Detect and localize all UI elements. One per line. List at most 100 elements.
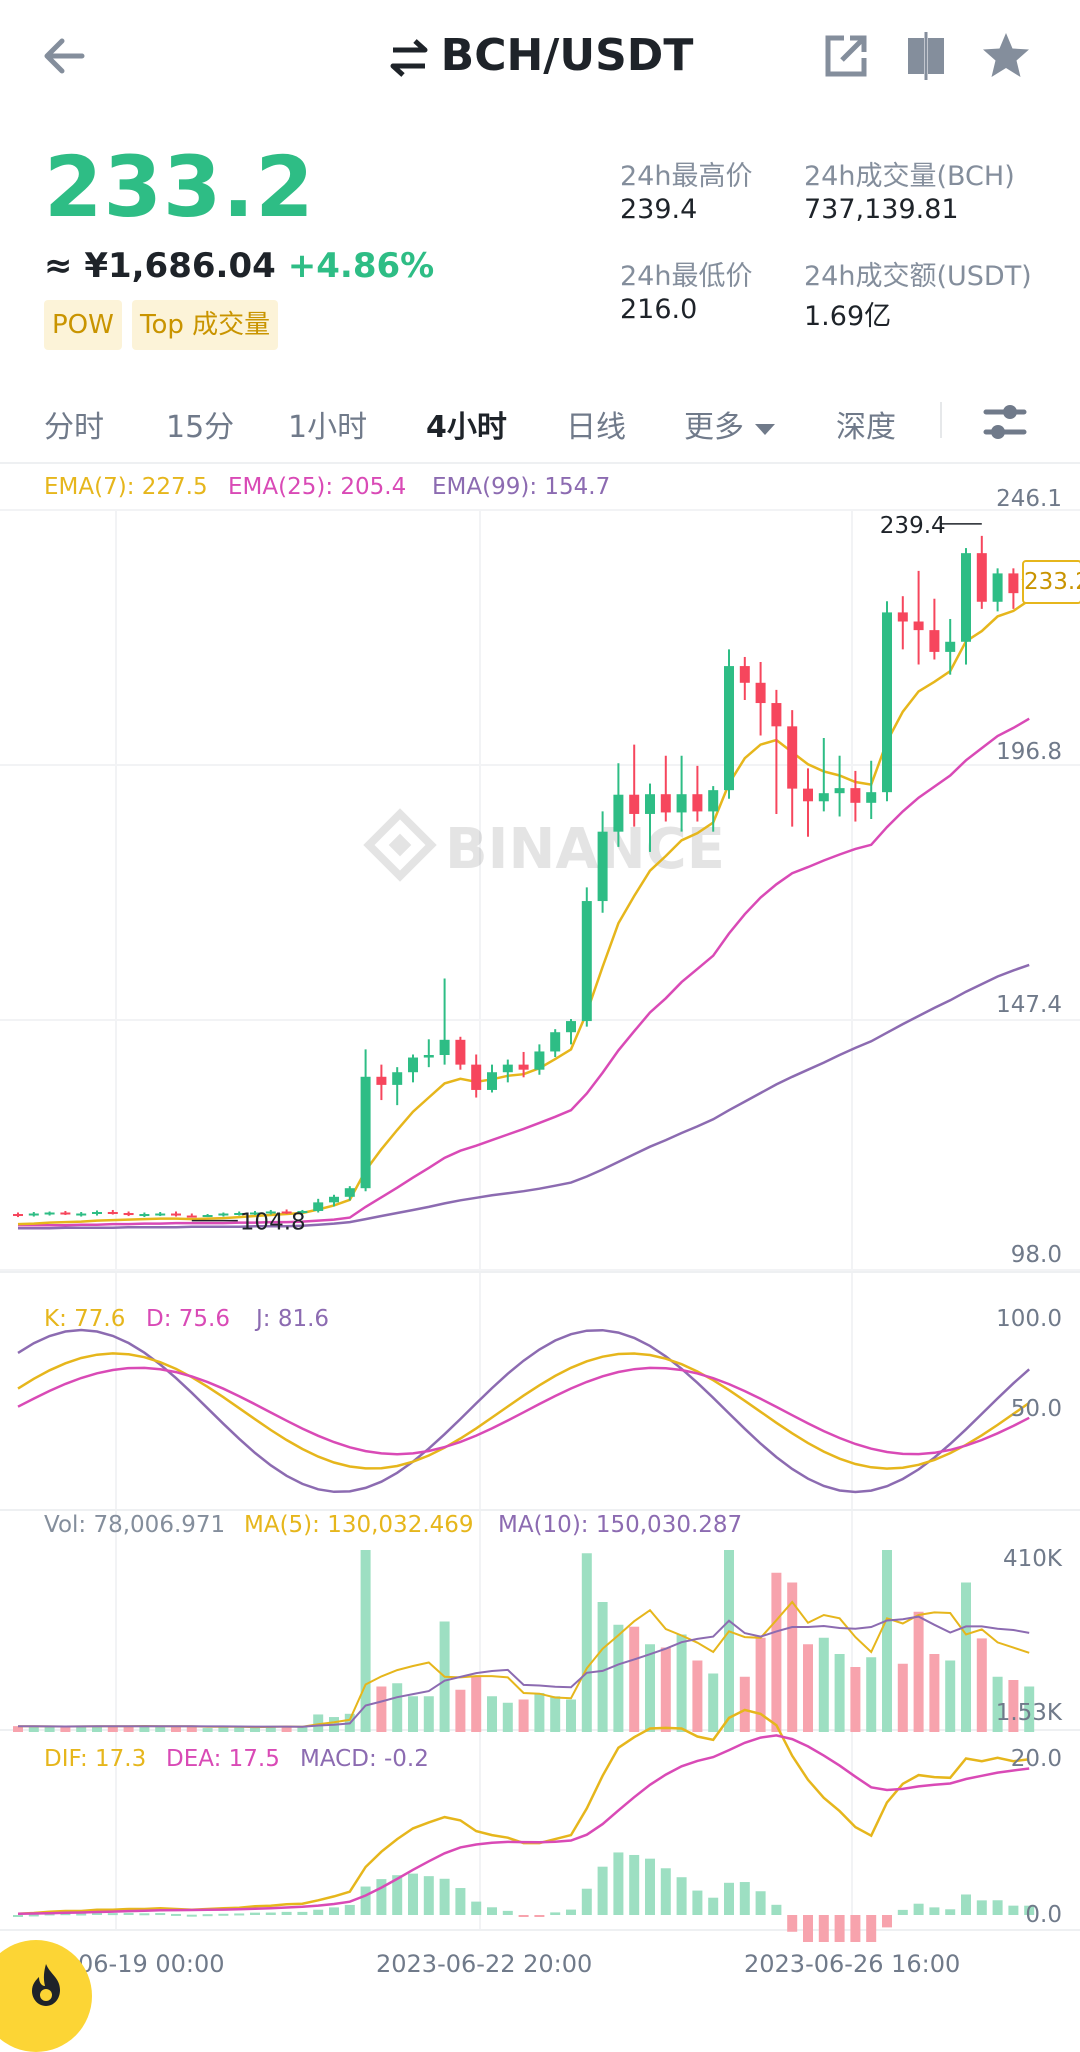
macd-bar-5: [92, 1912, 102, 1915]
candle-body: [818, 793, 829, 802]
candle-body: [60, 1212, 71, 1215]
candle-25: [408, 1054, 418, 1083]
candles: [13, 535, 1035, 1218]
chart-settings-icon[interactable]: [980, 398, 1030, 446]
candle-body: [724, 666, 734, 791]
pair-title[interactable]: BCH/USDT: [0, 30, 1080, 81]
tab-1h[interactable]: 1小时: [288, 410, 368, 445]
watermark: BINANCE: [363, 808, 725, 882]
ema7-legend: EMA(7): 227.5: [44, 474, 208, 500]
candle-body: [155, 1213, 166, 1216]
volume-bar-56: [897, 1663, 908, 1732]
candle-body: [945, 641, 956, 652]
volume-bar-8: [139, 1726, 150, 1732]
volume-bar-59: [945, 1660, 956, 1732]
macd-bar-1: [28, 1914, 39, 1917]
macd-bar-43: [692, 1890, 703, 1915]
candle-body: [123, 1213, 134, 1216]
candle-48: [771, 689, 782, 814]
volume-bar-26: [423, 1696, 434, 1732]
candle-60: [961, 548, 971, 665]
tag-pow[interactable]: POW: [44, 300, 122, 350]
favorite-star-icon[interactable]: [978, 28, 1034, 84]
candle-body: [186, 1215, 197, 1218]
back-arrow-icon[interactable]: [36, 28, 92, 84]
candle-49: [787, 710, 798, 827]
macd-bar-40: [645, 1858, 655, 1915]
kdj-panel: [17, 1328, 1031, 1494]
candle-body: [1008, 573, 1019, 594]
macd-bar-35: [566, 1909, 576, 1915]
candle-body: [76, 1213, 87, 1216]
volume-bar-22: [360, 1550, 371, 1732]
volume-bar-42: [676, 1634, 687, 1732]
macd-bar-31: [502, 1910, 513, 1915]
tab-daily[interactable]: 日线: [566, 410, 626, 445]
volume-bar-57: [913, 1611, 924, 1732]
macd-tick-max: 20.0: [1010, 1746, 1062, 1772]
volume-bar-46: [739, 1676, 750, 1732]
macd-dea-line: [17, 1734, 1030, 1915]
volume-label: 24h成交量(BCH): [804, 161, 1015, 192]
macd-bar-36: [581, 1888, 592, 1915]
volume-bar-50: [803, 1644, 813, 1732]
vol-ma10-legend: MA(10): 150,030.287: [498, 1512, 743, 1538]
trade-split-icon[interactable]: [898, 28, 954, 84]
share-icon[interactable]: [818, 28, 874, 84]
volume-bar-1: [28, 1726, 39, 1732]
candle-body: [882, 612, 892, 793]
volume-bar-0: [13, 1726, 23, 1732]
macd-tick-zero: 0.0: [1025, 1902, 1062, 1928]
candle-body: [455, 1039, 466, 1065]
candle-body: [550, 1032, 561, 1052]
tag-top-volume[interactable]: Top 成交量: [132, 300, 279, 350]
candle-body: [265, 1211, 276, 1214]
macd-bar-30: [487, 1907, 497, 1915]
macd-bar-51: [818, 1915, 829, 1942]
candle-18: [297, 1209, 308, 1214]
macd-bar-60: [961, 1894, 971, 1915]
candle-body: [834, 788, 845, 794]
candle-body: [92, 1211, 102, 1214]
interval-tabs: 分时 15分 1小时 4小时 日线 更多 深度: [0, 392, 1080, 452]
volume-bar-23: [376, 1686, 387, 1732]
tab-4h[interactable]: 4小时: [426, 410, 507, 445]
tab-time-share[interactable]: 分时: [44, 410, 104, 445]
tab-more[interactable]: 更多: [684, 402, 778, 446]
candle-39: [629, 744, 640, 827]
candle-5: [92, 1210, 102, 1216]
tab-15m[interactable]: 15分: [166, 410, 235, 445]
macd-bar-20: [329, 1907, 339, 1915]
amount-label: 24h成交额(USDT): [804, 261, 1032, 292]
volume-ma10-line: [18, 1615, 1030, 1728]
vol-legend: Vol: 78,006.971: [44, 1512, 226, 1538]
volume-bar-7: [123, 1726, 134, 1732]
kdj-tick-100: 100.0: [996, 1306, 1062, 1332]
candle-51: [818, 737, 829, 812]
candle-61: [976, 535, 987, 609]
candle-45: [724, 649, 734, 799]
tab-depth[interactable]: 深度: [836, 410, 896, 445]
candle-body: [171, 1213, 181, 1216]
candle-3: [60, 1210, 71, 1216]
last-price: 233.2: [44, 138, 315, 236]
candle-31: [502, 1059, 513, 1083]
candle-body: [28, 1213, 39, 1216]
macd-bar-4: [76, 1913, 87, 1916]
ema25-legend: EMA(25): 205.4: [228, 474, 407, 500]
macd-bar-39: [629, 1854, 640, 1915]
volume-bar-2: [44, 1726, 55, 1732]
candle-body: [392, 1072, 403, 1085]
flame-icon: [32, 1964, 60, 2006]
candle-26: [423, 1039, 434, 1068]
volume-bar-15: [250, 1726, 260, 1732]
candle-body: [376, 1076, 387, 1085]
macd-bar-49: [787, 1915, 798, 1932]
macd-bar-2: [44, 1913, 55, 1916]
macd-bar-57: [913, 1903, 924, 1915]
candlestick-chart[interactable]: BINANCE 239.4 104.8: [0, 462, 1080, 1942]
candle-body: [645, 794, 655, 814]
high-marker-label: 239.4: [880, 513, 946, 539]
macd-dif-line: [17, 1708, 1030, 1915]
macd-bar-26: [423, 1876, 434, 1915]
